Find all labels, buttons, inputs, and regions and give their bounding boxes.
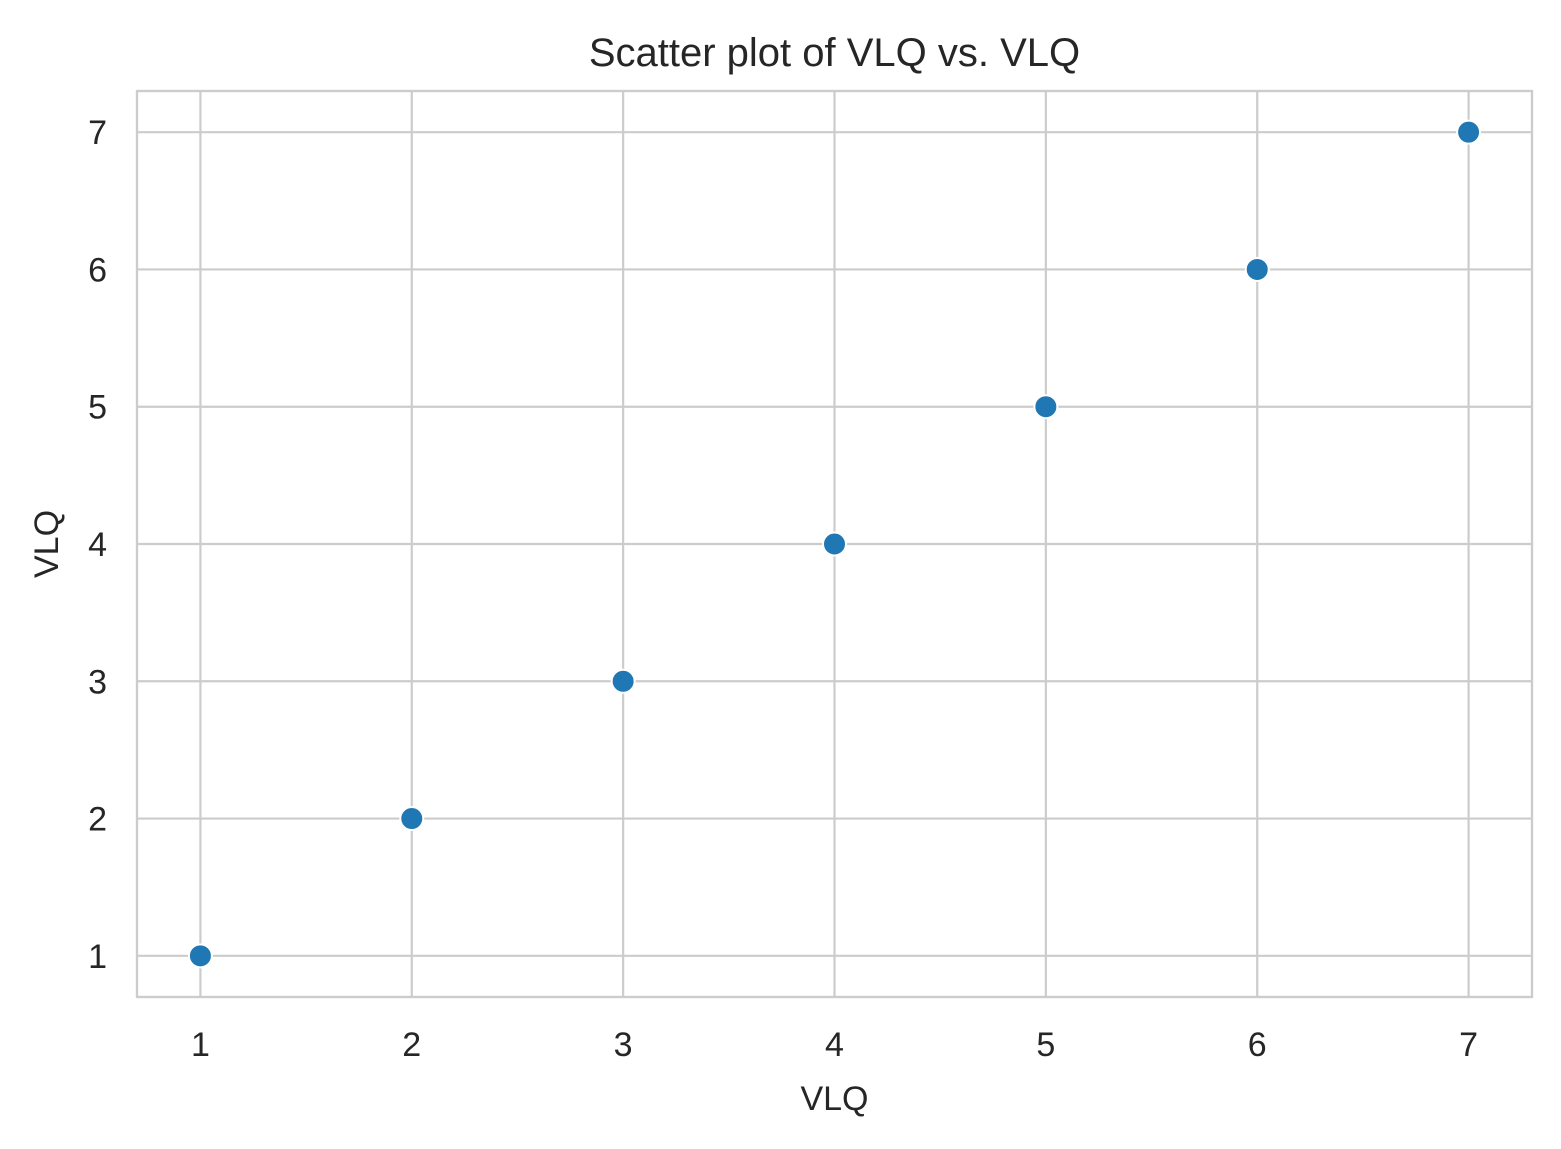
y-tick-label: 2: [88, 801, 107, 839]
x-tick-label: 7: [1459, 1026, 1478, 1064]
y-tick-label: 4: [88, 526, 107, 564]
data-point: [822, 531, 847, 557]
grid-lines: [137, 91, 1532, 997]
y-axis-label: VLQ: [28, 510, 66, 578]
x-tick-labels: 1 2 3 4 5 6 7: [191, 1026, 1478, 1064]
x-tick-label: 5: [1036, 1026, 1055, 1064]
y-tick-label: 5: [88, 389, 107, 427]
data-point: [1033, 394, 1059, 420]
data-point: [399, 806, 425, 832]
x-tick-label: 1: [191, 1026, 210, 1064]
data-points: [187, 119, 1482, 969]
x-tick-label: 4: [825, 1026, 844, 1064]
y-tick-label: 1: [88, 938, 107, 976]
data-point: [1456, 119, 1482, 145]
x-tick-label: 2: [402, 1026, 421, 1064]
x-tick-label: 6: [1248, 1026, 1267, 1064]
y-tick-label: 6: [88, 251, 107, 289]
data-point: [610, 668, 636, 694]
chart-title: Scatter plot of VLQ vs. VLQ: [589, 31, 1080, 75]
y-tick-labels: 1 2 3 4 5 6 7: [88, 114, 107, 976]
y-tick-label: 7: [88, 114, 107, 152]
data-point: [187, 943, 213, 969]
x-tick-label: 3: [614, 1026, 633, 1064]
data-point: [1244, 256, 1270, 282]
y-tick-label: 3: [88, 663, 107, 701]
plot-border: [135, 89, 1534, 999]
x-axis-label: VLQ: [800, 1080, 868, 1118]
